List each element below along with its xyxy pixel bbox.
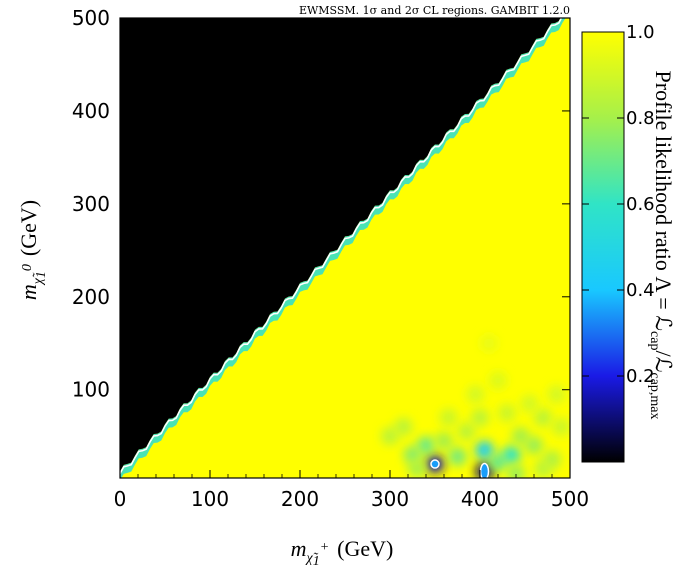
spot-24 [408,459,426,478]
spot-7 [435,431,453,450]
y-axis-label: mχ̃10(GeV) [16,200,49,300]
plot-frame [119,17,571,479]
y-tick-label-1: 200 [72,285,110,309]
contour-line [120,18,563,474]
spot-12 [511,427,530,446]
spot-core-0 [430,459,440,469]
spot-14 [534,408,552,427]
spot-19 [471,408,489,427]
x-tick-label-0: 0 [114,487,127,511]
spot-22 [547,385,566,404]
spot-6 [394,417,413,436]
cbar-tick-label-1: 0.4 [626,280,655,301]
spot-10 [489,453,507,472]
x-label-symbol: m [291,536,307,561]
spot-3 [417,436,435,455]
cbar-label-main: Profile likelihood ratio Λ = ℒ [651,71,676,332]
colorbar-ticks: 0.2 0.4 0.6 0.8 1.0 [582,22,655,387]
spot-8 [448,447,467,466]
cbar-label-mid: /ℒ [651,350,676,372]
spot-23 [480,334,498,353]
y-label-subsub: 1 [34,271,49,278]
spot-core-1 [479,462,490,478]
y-label-symbol: m [16,284,41,300]
spot-18 [498,403,516,422]
x-tick-label-1: 100 [191,487,229,511]
x-tick-label-2: 200 [281,487,319,511]
x-label-sup: + [320,540,329,555]
y-tick-label-2: 300 [72,192,110,216]
x-axis-label: mχ̃1+ (GeV) [291,536,394,569]
cbar-tick-label-2: 0.6 [626,194,655,215]
spot-11 [502,445,521,464]
cbar-label-sub1: cap [647,331,662,350]
y-label-unit: (GeV) [16,200,41,256]
x-label-unit: (GeV) [337,536,393,561]
spot-25 [507,464,525,478]
likelihood-spots [381,334,570,478]
y-axis: 100 200 300 400 500 [72,6,570,465]
x-tick-label-5: 500 [551,487,589,511]
excluded-region [120,18,570,472]
spot-21 [489,371,507,390]
cbar-tick-label-4: 1.0 [626,22,655,43]
spot-26 [439,408,458,427]
x-tick-label-4: 400 [461,487,499,511]
cbar-label-sub2: cap,max [647,372,662,419]
y-tick-label-3: 400 [72,99,110,123]
spot-13 [525,436,543,455]
y-tick-label-0: 100 [72,378,110,402]
y-tick-label-4: 500 [72,6,110,30]
spot-2 [475,441,494,460]
spot-9 [457,422,476,441]
cbar-tick-label-3: 0.8 [626,108,655,129]
plot-area [120,18,570,478]
spot-20 [466,385,485,404]
cbar-tick-label-0: 0.2 [626,366,655,387]
colorbar [581,31,625,463]
y-label-sup: 0 [20,264,35,271]
spot-16 [552,417,570,436]
spot-5 [381,427,399,446]
spot-4 [403,445,422,464]
x-axis: 0 100 200 300 400 500 [114,18,589,511]
spot-17 [520,394,539,413]
x-label-subsub: 1 [313,554,320,569]
colorbar-label: Profile likelihood ratio Λ = ℒcap/ℒcap,m… [647,71,676,420]
spot-27 [534,459,552,478]
chart-title: EWMSSM. 1σ and 2σ CL regions. GAMBIT 1.2… [299,4,570,17]
boundary-glow [120,18,566,478]
x-tick-label-3: 300 [371,487,409,511]
